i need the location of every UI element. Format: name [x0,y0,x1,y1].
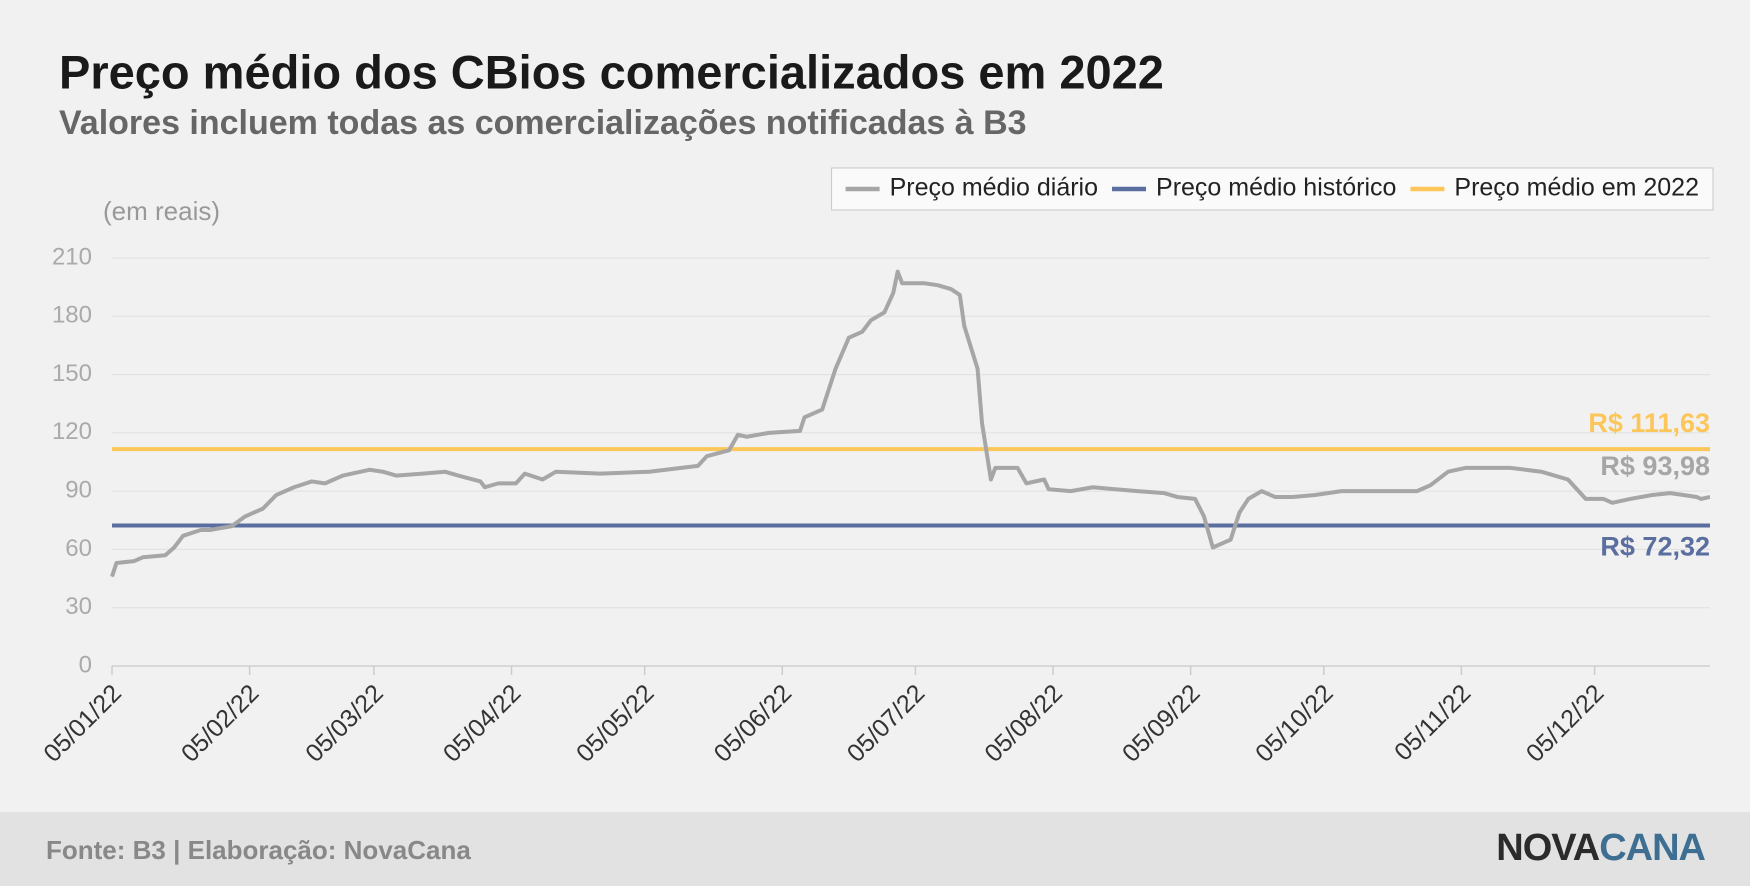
background [0,0,1750,812]
reference-label: R$ 72,32 [1600,532,1710,562]
y-tick-label: 30 [65,593,92,620]
source: Fonte: B3 | Elaboração: NovaCana [46,835,471,865]
y-tick-label: 210 [52,243,92,270]
footer-band [0,812,1750,886]
reference-label: R$ 111,63 [1588,408,1710,438]
legend-label: Preço médio diário [890,174,1098,202]
legend-box [831,167,1714,211]
chart-subtitle: Valores incluem todas as comercializaçõe… [59,104,1027,142]
y-tick-label: 90 [65,476,92,503]
series-end-label: R$ 93,98 [1600,451,1710,481]
y-tick-label: 120 [52,418,92,445]
y-tick-label: 0 [79,651,92,678]
y-tick-label: 60 [65,535,92,562]
y-tick-label: 150 [52,360,92,387]
logo-part: NOVA [1496,827,1600,869]
logo-part: CANA [1599,827,1705,869]
y-tick-label: 180 [52,302,92,329]
legend-label: Preço médio em 2022 [1454,174,1699,202]
legend: Preço médio diário Preço médio histórico P… [831,167,1714,211]
series-line [110,269,1711,578]
legend-label: Preço médio histórico [1156,174,1396,202]
chart-title: Preço médio dos CBios comercializados em… [59,45,1164,98]
y-axis-label: (em reais) [103,196,220,226]
logo: NOVACANA [1496,827,1705,869]
